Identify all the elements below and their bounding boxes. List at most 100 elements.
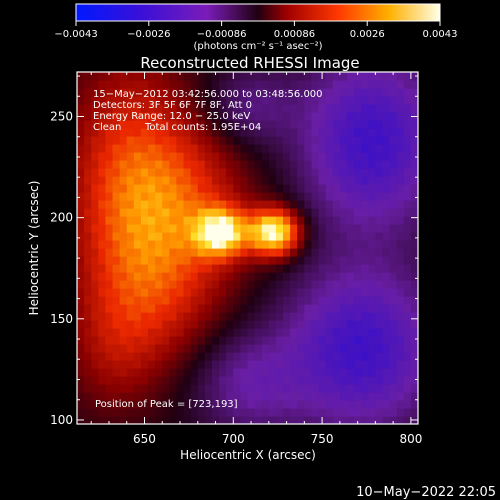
heatmap-cell xyxy=(148,152,156,161)
heatmap-cell xyxy=(346,392,355,401)
heatmap-cell xyxy=(410,408,418,417)
heatmap-cell xyxy=(219,248,227,257)
heatmap-cell xyxy=(361,288,369,297)
heatmap-cell xyxy=(247,208,256,217)
heatmap-cell xyxy=(368,240,376,249)
heatmap-cell xyxy=(91,312,99,321)
heatmap-cell xyxy=(396,320,405,329)
heatmap-cell xyxy=(375,216,384,225)
heatmap-cell xyxy=(261,296,270,305)
heatmap-cell xyxy=(361,232,369,241)
heatmap-cell xyxy=(368,264,376,273)
heatmap-cell xyxy=(190,320,199,329)
heatmap-cell xyxy=(290,208,298,217)
heatmap-cell xyxy=(318,208,327,217)
heatmap-cell xyxy=(403,304,412,313)
heatmap-cell xyxy=(133,392,142,401)
heatmap-cell xyxy=(354,136,362,145)
heatmap-cell xyxy=(84,192,92,201)
heatmap-cell xyxy=(197,152,206,161)
heatmap-cell xyxy=(105,192,114,201)
heatmap-cell xyxy=(211,272,220,281)
heatmap-cell xyxy=(91,112,99,121)
heatmap-cell xyxy=(176,256,185,265)
heatmap-cell xyxy=(133,160,142,169)
heatmap-cell xyxy=(119,312,128,321)
heatmap-cell xyxy=(247,272,256,281)
heatmap-cell xyxy=(183,288,192,297)
heatmap-cell xyxy=(361,376,369,385)
heatmap-cell xyxy=(211,96,220,105)
heatmap-cell xyxy=(169,88,178,97)
heatmap-cell xyxy=(204,128,213,137)
heatmap-cell xyxy=(204,240,213,249)
heatmap-cell xyxy=(382,392,391,401)
heatmap-cell xyxy=(204,408,213,417)
heatmap-cell xyxy=(304,128,313,137)
colorbar-tick-label: −0.00086 xyxy=(197,29,247,40)
heatmap-cell xyxy=(119,336,128,345)
heatmap-cell xyxy=(332,152,341,161)
heatmap-cell xyxy=(311,288,320,297)
heatmap-cell xyxy=(77,192,85,201)
heatmap-cell xyxy=(105,296,114,305)
heatmap-cell xyxy=(240,168,249,177)
heatmap-cell xyxy=(254,312,263,321)
heatmap-cell xyxy=(126,200,135,209)
heatmap-cell xyxy=(354,320,362,329)
heatmap-cell xyxy=(197,344,206,353)
heatmap-cell xyxy=(169,104,178,113)
heatmap-cell xyxy=(346,224,355,233)
heatmap-cell xyxy=(77,384,85,393)
heatmap-cell xyxy=(176,192,185,201)
heatmap-cell xyxy=(133,344,142,353)
heatmap-cell xyxy=(254,88,263,97)
heatmap-cell xyxy=(318,136,327,145)
heatmap-cell xyxy=(126,272,135,281)
heatmap-cell xyxy=(169,216,178,225)
heatmap-cell xyxy=(290,144,298,153)
heatmap-cell xyxy=(84,264,92,273)
heatmap-cell xyxy=(155,136,163,145)
heatmap-cell xyxy=(268,96,277,105)
heatmap-cell xyxy=(339,280,348,289)
heatmap-cell xyxy=(375,224,384,233)
heatmap-cell xyxy=(169,120,178,129)
heatmap-cell xyxy=(169,176,178,185)
heatmap-cell xyxy=(275,216,284,225)
heatmap-cell xyxy=(290,232,298,241)
x-tick-label: 750 xyxy=(311,432,334,446)
heatmap-cell xyxy=(410,184,418,193)
heatmap-cell xyxy=(254,280,263,289)
heatmap-cell xyxy=(155,168,163,177)
heatmap-cell xyxy=(183,312,192,321)
x-tick-label: 800 xyxy=(399,432,422,446)
heatmap-cell xyxy=(133,272,142,281)
heatmap-cell xyxy=(311,80,320,89)
heatmap-cell xyxy=(403,400,412,409)
heatmap-cell xyxy=(155,264,163,273)
heatmap-cell xyxy=(219,264,227,273)
heatmap-cell xyxy=(297,232,305,241)
heatmap-cell xyxy=(389,256,398,265)
heatmap-cell xyxy=(339,256,348,265)
heatmap-cell xyxy=(176,168,185,177)
heatmap-cell xyxy=(318,152,327,161)
heatmap-cell xyxy=(226,112,234,121)
heatmap-cell xyxy=(140,296,149,305)
heatmap-cell xyxy=(403,168,412,177)
heatmap-cell xyxy=(197,192,206,201)
heatmap-cell xyxy=(77,176,85,185)
heatmap-cell xyxy=(275,280,284,289)
heatmap-cell xyxy=(183,192,192,201)
heatmap-cell xyxy=(410,240,418,249)
heatmap-cell xyxy=(410,176,418,185)
heatmap-cell xyxy=(247,72,256,81)
heatmap-cell xyxy=(346,120,355,129)
heatmap-cell xyxy=(119,120,128,129)
heatmap-cell xyxy=(311,104,320,113)
heatmap-cell xyxy=(119,184,128,193)
heatmap-cell xyxy=(204,256,213,265)
heatmap-cell xyxy=(254,176,263,185)
heatmap-cell xyxy=(318,232,327,241)
